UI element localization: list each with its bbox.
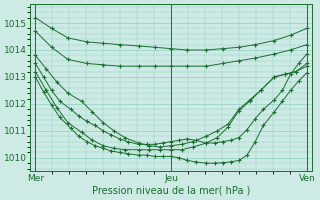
X-axis label: Pression niveau de la mer( hPa ): Pression niveau de la mer( hPa ) <box>92 186 250 196</box>
